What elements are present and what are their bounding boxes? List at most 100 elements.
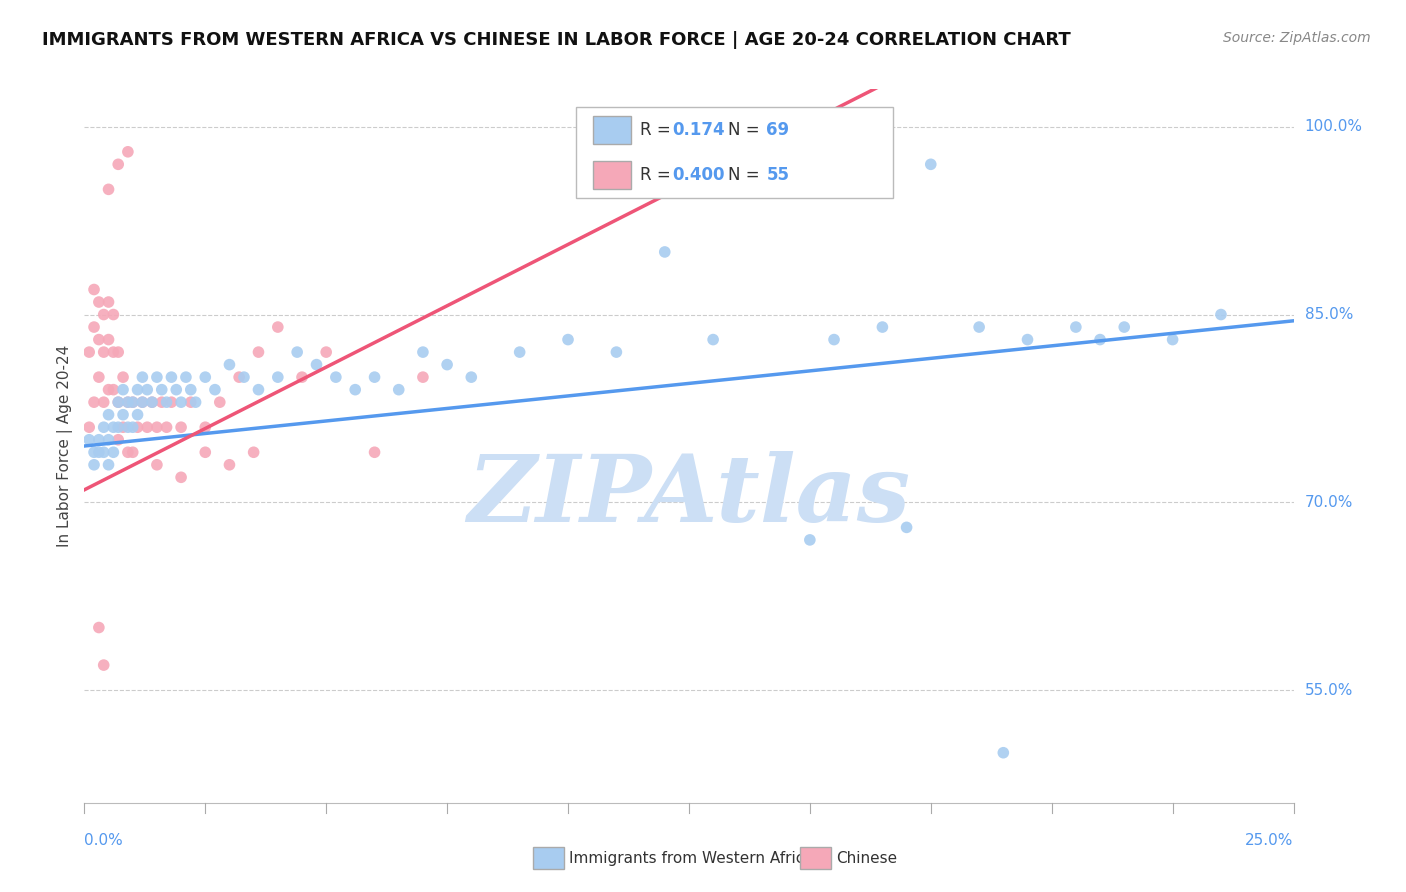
Text: IMMIGRANTS FROM WESTERN AFRICA VS CHINESE IN LABOR FORCE | AGE 20-24 CORRELATION: IMMIGRANTS FROM WESTERN AFRICA VS CHINES… <box>42 31 1071 49</box>
Text: Chinese: Chinese <box>837 851 897 865</box>
Point <box>436 358 458 372</box>
Point <box>87 445 110 459</box>
Text: 100.0%: 100.0% <box>1305 120 1362 135</box>
Point <box>896 520 918 534</box>
Point <box>242 445 264 459</box>
Point <box>654 244 676 259</box>
Point <box>112 370 135 384</box>
Point <box>103 345 125 359</box>
Text: 70.0%: 70.0% <box>1305 495 1353 510</box>
Point <box>112 420 135 434</box>
Point <box>460 370 482 384</box>
Point <box>83 395 105 409</box>
Point <box>87 295 110 310</box>
Point <box>107 420 129 434</box>
Point <box>93 395 115 409</box>
Text: N =: N = <box>728 166 765 184</box>
Point <box>1209 308 1232 322</box>
Point <box>872 320 894 334</box>
Point <box>267 370 290 384</box>
Text: Source: ZipAtlas.com: Source: ZipAtlas.com <box>1223 31 1371 45</box>
Text: 85.0%: 85.0% <box>1305 307 1353 322</box>
Text: 0.174: 0.174 <box>672 121 724 139</box>
Point <box>87 621 110 635</box>
Point <box>412 370 434 384</box>
Point <box>97 408 120 422</box>
Point <box>557 333 579 347</box>
Point <box>363 445 385 459</box>
Point <box>150 383 173 397</box>
Point <box>97 383 120 397</box>
Point <box>291 370 314 384</box>
Point <box>77 345 100 359</box>
Point <box>344 383 367 397</box>
Point <box>194 370 217 384</box>
Point <box>93 658 115 673</box>
Point <box>146 420 169 434</box>
Point <box>247 383 270 397</box>
Point <box>107 395 129 409</box>
Point <box>204 383 226 397</box>
Text: 55.0%: 55.0% <box>1305 682 1353 698</box>
Point <box>1161 333 1184 347</box>
Point <box>127 408 149 422</box>
Point <box>180 395 202 409</box>
Text: ZIPAtlas: ZIPAtlas <box>467 451 911 541</box>
Point <box>121 445 143 459</box>
Point <box>218 358 240 372</box>
Point <box>160 395 183 409</box>
Point <box>87 370 110 384</box>
Point <box>103 445 125 459</box>
Point <box>194 445 217 459</box>
Point <box>83 458 105 472</box>
Point <box>97 182 120 196</box>
Point <box>993 746 1015 760</box>
Point <box>170 395 193 409</box>
Point <box>194 420 217 434</box>
Point <box>83 320 105 334</box>
Point <box>325 370 347 384</box>
Point <box>1064 320 1087 334</box>
Point <box>751 182 773 196</box>
Point <box>509 345 531 359</box>
Point <box>315 345 337 359</box>
Point <box>117 145 139 159</box>
Point <box>363 370 385 384</box>
Text: 69: 69 <box>766 121 789 139</box>
Point <box>127 420 149 434</box>
Point <box>103 308 125 322</box>
Point <box>103 383 125 397</box>
Text: R =: R = <box>640 121 676 139</box>
Point <box>412 345 434 359</box>
Point <box>155 420 177 434</box>
Point <box>87 433 110 447</box>
Point <box>184 395 207 409</box>
Text: 55: 55 <box>766 166 789 184</box>
Text: Immigrants from Western Africa: Immigrants from Western Africa <box>569 851 814 865</box>
Point <box>233 370 256 384</box>
Point <box>823 333 845 347</box>
Point <box>131 370 153 384</box>
Point <box>93 345 115 359</box>
Point <box>121 395 143 409</box>
Point <box>1017 333 1039 347</box>
Point <box>83 445 105 459</box>
Point <box>107 345 129 359</box>
Point <box>97 333 120 347</box>
Point <box>107 157 129 171</box>
Point <box>93 445 115 459</box>
Point <box>131 395 153 409</box>
Point <box>97 295 120 310</box>
Point <box>267 320 290 334</box>
Point <box>247 345 270 359</box>
Point <box>155 395 177 409</box>
Point <box>127 383 149 397</box>
Point <box>112 408 135 422</box>
Point <box>180 383 202 397</box>
Point <box>131 395 153 409</box>
Point <box>93 420 115 434</box>
Point <box>170 420 193 434</box>
Point <box>146 370 169 384</box>
Point <box>77 420 100 434</box>
Point <box>117 395 139 409</box>
